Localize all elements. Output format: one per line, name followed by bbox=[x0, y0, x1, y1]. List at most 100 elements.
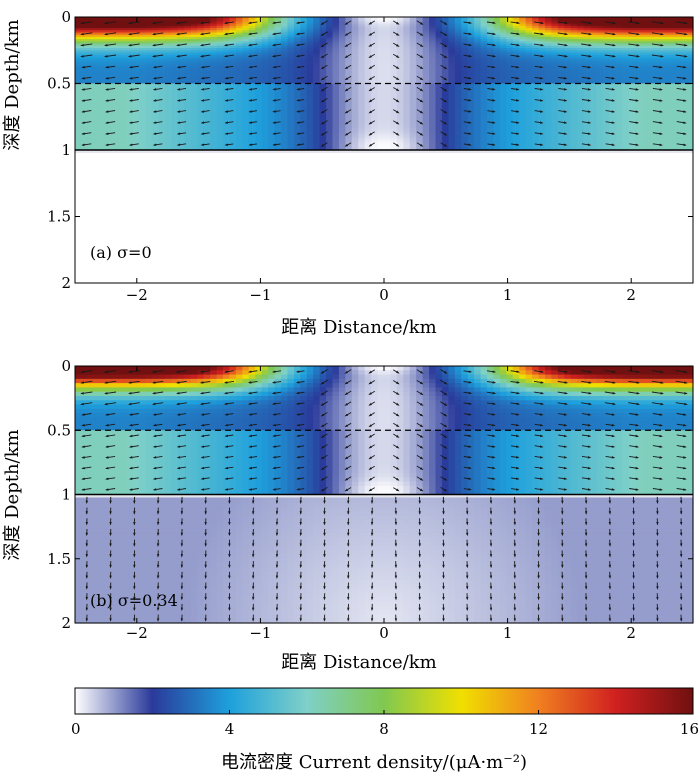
heatmap-cell bbox=[274, 61, 282, 65]
heatmap-cell bbox=[306, 52, 314, 56]
heatmap-cell bbox=[384, 17, 392, 20]
heatmap-cell bbox=[326, 85, 334, 89]
heatmap-cell bbox=[396, 36, 404, 40]
heatmap-cell bbox=[577, 43, 585, 47]
heatmap-cell bbox=[107, 39, 115, 42]
heatmap-cell bbox=[570, 45, 578, 49]
heatmap-cell bbox=[602, 30, 610, 34]
heatmap-cell bbox=[235, 65, 243, 69]
heatmap-cell bbox=[235, 19, 243, 23]
heatmap-cell bbox=[178, 74, 186, 78]
heatmap-cell bbox=[673, 48, 681, 51]
heatmap-cell bbox=[596, 30, 604, 34]
heatmap-cell bbox=[390, 19, 398, 23]
heatmap-cell bbox=[75, 52, 83, 56]
heatmap-cell bbox=[570, 63, 578, 67]
heatmap-cell bbox=[647, 76, 655, 80]
heatmap-cell bbox=[532, 67, 540, 71]
heatmap-cell bbox=[384, 36, 392, 40]
heatmap-cell bbox=[519, 28, 527, 31]
heatmap-cell bbox=[628, 83, 636, 87]
heatmap-cell bbox=[416, 45, 424, 49]
heatmap-cell bbox=[132, 81, 140, 85]
heatmap-cell bbox=[409, 79, 417, 82]
heatmap-cell bbox=[499, 70, 507, 74]
heatmap-cell bbox=[667, 25, 675, 29]
heatmap-cell bbox=[75, 36, 83, 40]
heatmap-cell bbox=[120, 25, 128, 29]
heatmap-cell bbox=[396, 70, 404, 74]
heatmap-cell bbox=[158, 67, 166, 71]
heatmap-cell bbox=[345, 30, 353, 34]
heatmap-cell bbox=[641, 79, 649, 82]
heatmap-cell bbox=[107, 85, 115, 89]
heatmap-cell bbox=[590, 52, 598, 56]
heatmap-cell bbox=[474, 23, 482, 27]
heatmap-cell bbox=[107, 30, 115, 34]
heatmap-cell bbox=[287, 32, 295, 36]
heatmap-cell bbox=[210, 34, 218, 38]
heatmap-cell bbox=[532, 65, 540, 69]
heatmap-cell bbox=[654, 67, 662, 71]
heatmap-cell bbox=[506, 41, 514, 45]
heatmap-cell bbox=[590, 23, 598, 27]
heatmap-cell bbox=[435, 76, 443, 80]
heatmap-cell bbox=[615, 30, 623, 34]
heatmap-cell bbox=[480, 59, 488, 62]
heatmap-cell bbox=[686, 45, 694, 49]
heatmap-cell bbox=[435, 54, 443, 58]
heatmap-cell bbox=[467, 36, 475, 40]
heatmap-cell bbox=[171, 61, 179, 65]
heatmap-cell bbox=[525, 34, 533, 38]
heatmap-cell bbox=[94, 61, 102, 65]
heatmap-cell bbox=[126, 41, 134, 45]
heatmap-cell bbox=[615, 23, 623, 27]
heatmap-cell bbox=[364, 61, 372, 65]
heatmap-cell bbox=[467, 41, 475, 45]
heatmap-cell bbox=[371, 79, 379, 82]
heatmap-cell bbox=[139, 48, 147, 51]
heatmap-cell bbox=[641, 54, 649, 58]
heatmap-cell bbox=[622, 48, 630, 51]
heatmap-cell bbox=[281, 72, 289, 76]
heatmap-cell bbox=[512, 17, 520, 20]
heatmap-cell bbox=[499, 74, 507, 78]
heatmap-cell bbox=[326, 28, 334, 31]
heatmap-cell bbox=[75, 39, 83, 42]
heatmap-cell bbox=[319, 81, 327, 85]
heatmap-cell bbox=[647, 48, 655, 51]
heatmap-cell bbox=[590, 30, 598, 34]
heatmap-cell bbox=[364, 34, 372, 38]
heatmap-cell bbox=[87, 30, 95, 34]
heatmap-cell bbox=[306, 63, 314, 67]
heatmap-cell bbox=[506, 50, 514, 54]
heatmap-cell bbox=[319, 34, 327, 38]
heatmap-cell bbox=[274, 79, 282, 82]
heatmap-cell bbox=[532, 76, 540, 80]
heatmap-cell bbox=[94, 52, 102, 56]
heatmap-cell bbox=[467, 28, 475, 31]
heatmap-cell bbox=[628, 19, 636, 23]
heatmap-cell bbox=[557, 25, 565, 29]
heatmap-cell bbox=[474, 19, 482, 23]
heatmap-cell bbox=[622, 72, 630, 76]
heatmap-cell bbox=[409, 83, 417, 87]
heatmap-cell bbox=[512, 19, 520, 23]
heatmap-cell bbox=[319, 41, 327, 45]
heatmap-cell bbox=[480, 32, 488, 36]
heatmap-cell bbox=[512, 34, 520, 38]
heatmap-cell bbox=[384, 30, 392, 34]
heatmap-cell bbox=[190, 41, 198, 45]
heatmap-cell bbox=[416, 52, 424, 56]
heatmap-cell bbox=[493, 79, 501, 82]
heatmap-cell bbox=[190, 54, 198, 58]
heatmap-cell bbox=[538, 28, 546, 31]
heatmap-cell bbox=[647, 56, 655, 60]
heatmap-cell bbox=[255, 41, 263, 45]
heatmap-cell bbox=[647, 21, 655, 25]
heatmap-cell bbox=[345, 61, 353, 65]
heatmap-cell bbox=[609, 41, 617, 45]
heatmap-cell bbox=[583, 74, 591, 78]
heatmap-cell bbox=[287, 81, 295, 85]
heatmap-cell bbox=[293, 67, 301, 71]
